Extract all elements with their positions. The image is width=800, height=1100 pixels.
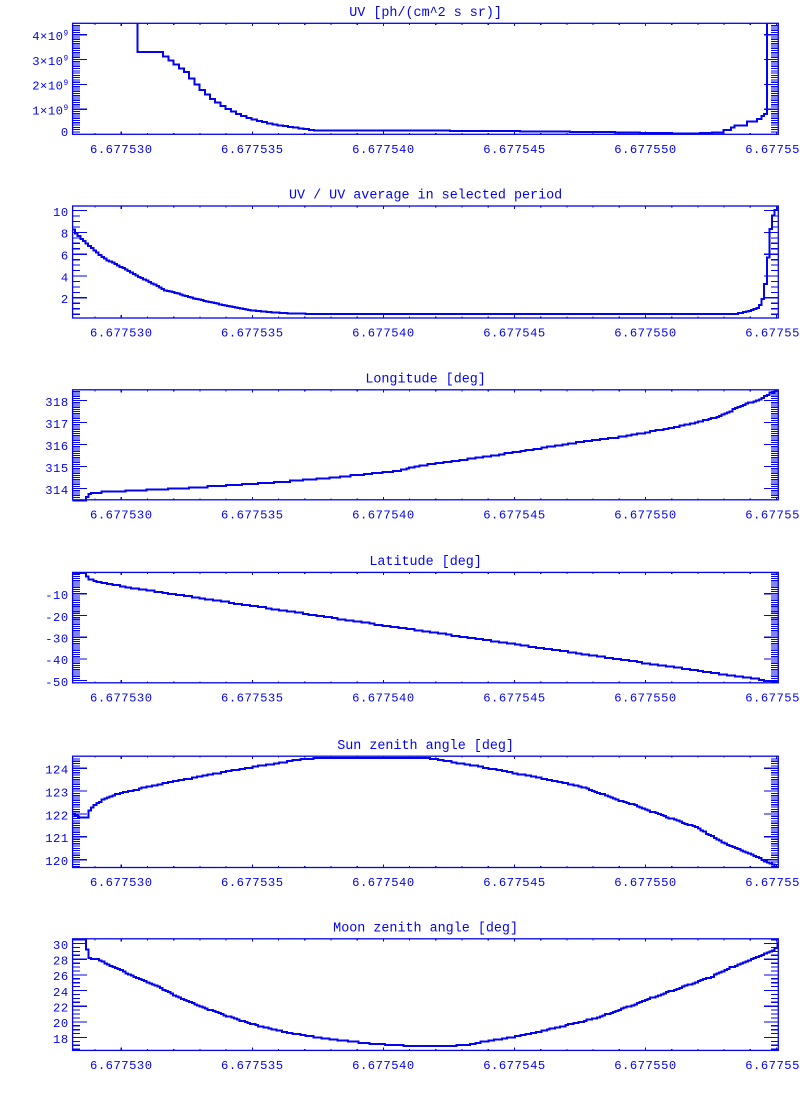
svg-text:-10: -10 [45,589,68,603]
svg-text:3×109: 3×109 [32,55,68,69]
svg-text:121: 121 [45,832,68,846]
svg-text:-50: -50 [45,676,68,690]
svg-text:6.677540: 6.677540 [352,1059,415,1073]
svg-text:6.677545: 6.677545 [483,691,546,705]
svg-text:318: 318 [45,396,68,410]
svg-text:UV [ph/(cm^2 s sr)]: UV [ph/(cm^2 s sr)] [349,6,502,21]
svg-text:-20: -20 [45,611,68,625]
svg-text:6.677535: 6.677535 [221,876,284,890]
svg-text:6.677555: 6.677555 [745,876,800,890]
svg-text:6.677530: 6.677530 [90,876,153,890]
svg-text:-40: -40 [45,654,68,668]
svg-text:6.677555: 6.677555 [745,508,800,522]
svg-text:0: 0 [61,126,69,140]
svg-text:UV / UV average in selected pe: UV / UV average in selected period [289,189,562,204]
svg-text:6.677550: 6.677550 [614,1059,677,1073]
svg-text:6.677550: 6.677550 [614,876,677,890]
svg-text:6.677545: 6.677545 [483,143,546,157]
svg-text:6.677555: 6.677555 [745,327,800,341]
svg-text:6.677545: 6.677545 [483,327,546,341]
svg-text:6.677530: 6.677530 [90,1059,153,1073]
svg-text:6.677535: 6.677535 [221,508,284,522]
svg-text:6.677530: 6.677530 [90,691,153,705]
svg-text:6.677540: 6.677540 [352,508,415,522]
svg-text:6.677550: 6.677550 [614,691,677,705]
svg-text:18: 18 [53,1033,69,1047]
svg-text:6.677540: 6.677540 [352,327,415,341]
svg-text:-30: -30 [45,633,68,647]
svg-text:6.677535: 6.677535 [221,1059,284,1073]
svg-text:120: 120 [45,855,68,869]
svg-text:4: 4 [61,271,69,285]
svg-text:6.677535: 6.677535 [221,327,284,341]
svg-text:Longitude [deg]: Longitude [deg] [365,372,486,387]
svg-text:8: 8 [61,228,69,242]
svg-text:20: 20 [53,1017,69,1031]
svg-text:6.677545: 6.677545 [483,1059,546,1073]
svg-text:6.677530: 6.677530 [90,327,153,341]
svg-text:4×109: 4×109 [32,30,68,44]
svg-text:6.677540: 6.677540 [352,876,415,890]
svg-text:26: 26 [53,970,69,984]
svg-text:2×109: 2×109 [32,80,68,94]
svg-text:6.677555: 6.677555 [745,1059,800,1073]
svg-text:6.677535: 6.677535 [221,691,284,705]
svg-text:24: 24 [53,986,69,1000]
svg-text:317: 317 [45,418,68,432]
svg-text:6.677550: 6.677550 [614,508,677,522]
svg-text:316: 316 [45,440,68,454]
svg-text:6.677545: 6.677545 [483,876,546,890]
svg-text:6.677555: 6.677555 [745,691,800,705]
svg-text:Latitude [deg]: Latitude [deg] [369,555,482,570]
svg-text:6.677540: 6.677540 [352,143,415,157]
svg-text:Sun zenith angle [deg]: Sun zenith angle [deg] [337,739,514,754]
svg-text:10: 10 [53,206,69,220]
svg-text:28: 28 [53,955,69,969]
svg-text:124: 124 [45,764,68,778]
svg-text:6.677535: 6.677535 [221,143,284,157]
svg-text:6.677530: 6.677530 [90,143,153,157]
svg-text:1×109: 1×109 [32,105,68,119]
svg-text:Moon zenith angle [deg]: Moon zenith angle [deg] [333,921,518,936]
svg-text:6.677530: 6.677530 [90,508,153,522]
svg-text:30: 30 [53,939,69,953]
svg-text:6.677550: 6.677550 [614,327,677,341]
svg-text:123: 123 [45,786,68,800]
svg-text:122: 122 [45,809,68,823]
svg-text:314: 314 [45,484,68,498]
svg-text:6.677540: 6.677540 [352,691,415,705]
svg-text:6: 6 [61,250,69,264]
svg-text:22: 22 [53,1002,69,1016]
svg-text:315: 315 [45,462,68,476]
svg-text:2: 2 [61,293,69,307]
svg-text:6.677555: 6.677555 [745,143,800,157]
svg-text:6.677545: 6.677545 [483,508,546,522]
svg-text:6.677550: 6.677550 [614,143,677,157]
